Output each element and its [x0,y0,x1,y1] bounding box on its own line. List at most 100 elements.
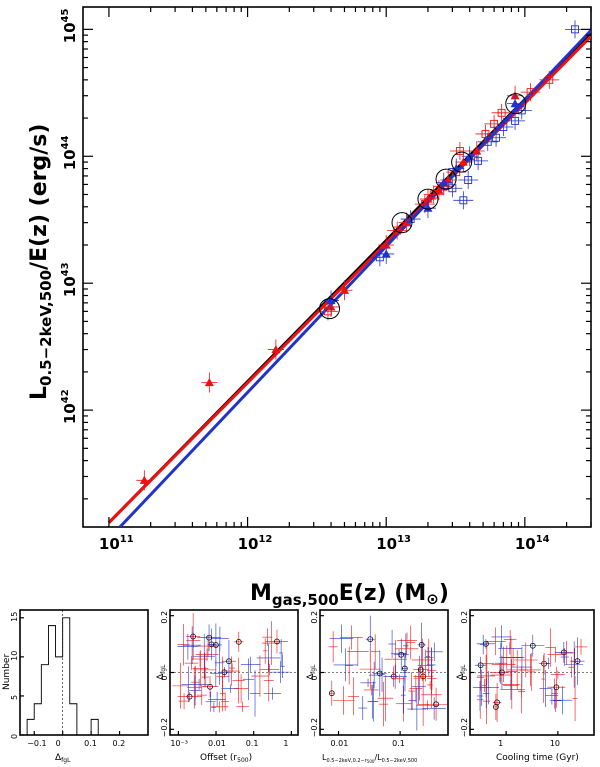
x-tick-label: 1 [283,739,288,748]
y-tick-exp: 45 [60,9,71,23]
x-tick-label: 0.2 [113,739,126,748]
lratio-xlabel: L0.5−2keV,0.2−r500/L0.5−2keV,500 [322,753,417,764]
cooling-ylabel: ΔfgL [456,664,467,680]
y-tick-label: 10 [10,651,19,661]
circled-point [499,669,505,676]
x-tick-label: 1011 [99,534,134,553]
circled-point [505,93,527,115]
histogram-ylabel: Number [2,654,12,690]
x-tick-label: 0.1 [392,739,405,748]
y-tick-label: 1044 [60,135,79,170]
circled-point [235,639,242,645]
circled-point [553,684,560,691]
circled-point [477,662,484,669]
circled-point [186,693,193,700]
y-tick-label: 1045 [60,9,79,44]
y-tick-base: 10 [61,276,79,297]
x-tick-exp: 11 [120,534,134,545]
x-tick-label: 1014 [515,534,550,553]
lratio-ylabel: ΔfgL [306,664,317,680]
data-points [136,20,586,491]
circled-point [433,701,439,708]
circled-point [376,670,383,677]
x-tick-exp: 13 [397,534,411,545]
x-tick-label: −0.1 [27,739,46,748]
circled-point [417,188,439,210]
fit-lines [107,29,591,527]
x-tick-label: 1013 [376,534,411,553]
main-plot-frame [82,6,592,528]
y-axis-title: L0.5−2keV,500/E(z) (erg/s) [27,124,55,400]
y-tick-label: 0 [460,675,469,680]
circled-point [213,642,219,648]
y-tick-label: −0.2 [160,718,169,737]
cooling-time-panel: 1 10 −0.2 0 0.2 ΔfgL Cooling time (Gyr) [456,609,595,763]
circled-point [221,669,228,676]
histogram-panel: −0.1 0 0.1 0.2 0 5 10 15 Number ΔfgL [2,609,149,764]
circled-point [541,660,547,667]
cooling-xlabel: Cooling time (Gyr) [496,753,579,763]
x-axis-ticks: 1011 1012 1013 1014 [99,7,592,553]
circled-point [274,638,280,645]
y-tick-label: 1042 [60,389,79,424]
x-tick-label: 0.1 [246,739,259,748]
circled-point [190,633,197,640]
x-tick-exp: 12 [258,534,272,545]
x-tick-base: 10 [99,535,120,553]
x-tick-label: 1012 [238,534,273,553]
y-tick-label: 0.2 [310,611,319,624]
y-tick-label: 0.2 [160,611,169,624]
circled-point [206,634,212,641]
circled-point [319,298,341,320]
x-tick-label: 1 [498,739,503,748]
y-tick-label: 15 [10,612,19,622]
circled-point [560,649,567,656]
offset-ylabel: ΔfgL [156,664,167,680]
histogram-frame [19,609,149,736]
y-tick-label: 0.2 [460,611,469,624]
circled-point [391,212,413,234]
red-fit-line [107,35,591,524]
circled-point [401,665,408,672]
y-tick-label: 1043 [60,262,79,297]
x-tick-label: 10 [550,739,560,748]
y-tick-label: 0 [160,675,169,680]
circled-point [328,690,335,697]
y-tick-label: −0.2 [460,718,469,737]
circled-point [493,704,499,710]
y-tick-base: 10 [61,22,79,43]
y-tick-label: 0 [10,734,19,739]
x-tick-base: 10 [238,535,259,553]
y-tick-exp: 44 [60,135,71,149]
offset-panel: 10⁻³ 0.01 0.1 1 −0.2 0 0.2 ΔfgL Offset (r500) [156,609,299,764]
x-tick-label: 0.01 [331,739,349,748]
circled-point [207,683,213,690]
y-tick-exp: 42 [60,389,71,403]
x-tick-exp: 14 [536,534,550,545]
histogram-xlabel: ΔfgL [55,753,71,764]
circled-point [529,642,536,649]
y-tick-base: 10 [61,403,79,424]
circled-point [418,642,425,648]
circled-point [435,168,457,190]
y-tick-label: −0.2 [310,718,319,737]
x-axis-title: Mgas,500E(z) (M⊙) [250,581,449,609]
luminosity-ratio-panel: 0.01 0.1 −0.2 0 0.2 ΔfgL L0.5−2keV,0.2−r500/… [306,609,449,764]
x-tick-base: 10 [376,535,397,553]
circled-point [417,666,424,673]
y-tick-base: 10 [61,149,79,170]
histogram-bars [26,617,106,736]
offset-xlabel: Offset (r500) [200,753,252,764]
x-tick-label: 10⁻³ [170,739,188,748]
circled-point [398,651,405,658]
x-tick-label: 0 [56,739,61,748]
y-tick-label: 5 [10,695,19,700]
y-tick-exp: 43 [60,262,71,276]
circled-point [451,151,473,173]
x-tick-base: 10 [515,535,536,553]
blue-fit-line [118,29,591,527]
y-tick-label: 0 [310,675,319,680]
x-tick-label: 0.01 [208,739,226,748]
